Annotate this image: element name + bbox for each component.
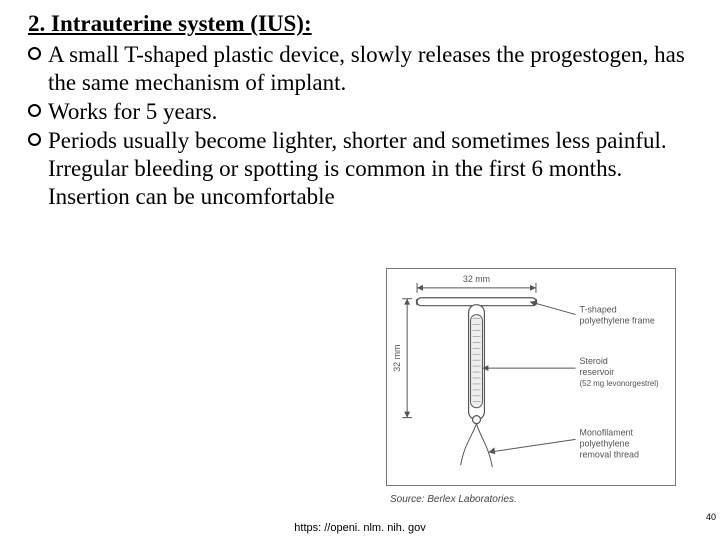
callout-frame-2: polyethylene frame [580,315,655,325]
bullet-text: Works for 5 years. [48,98,692,126]
callout-frame-1: T-shaped [580,305,617,315]
width-label: 32 mm [463,274,490,284]
bullet-icon [28,104,41,117]
source-url: https: //openi. nlm. nih. gov [0,522,720,534]
callout-thr-3: removal thread [580,449,639,459]
callout-res-1: Steroid [580,356,608,366]
slide-title: 2. Intrauterine system (IUS): [28,10,692,39]
bullet-icon [28,133,41,146]
ius-diagram: 32 mm 32 mm [386,268,676,486]
bullet-text: Periods usually become lighter, shorter … [48,127,692,211]
callout-res-2: reservoir [580,367,615,377]
height-label: 32 mm [392,345,402,372]
list-item: Periods usually become lighter, shorter … [28,127,692,211]
bullet-text: A small T-shaped plastic device, slowly … [48,41,692,97]
diagram-container: 32 mm 32 mm [386,268,676,505]
list-item: Works for 5 years. [28,98,692,126]
bullet-list: A small T-shaped plastic device, slowly … [28,41,692,211]
slide: 2. Intrauterine system (IUS): A small T-… [0,0,720,540]
list-item: A small T-shaped plastic device, slowly … [28,41,692,97]
callout-res-3: (52 mg levonorgestrel) [580,379,659,388]
slide-number: 40 [706,512,716,522]
callout-thr-1: Monofilament [580,427,634,437]
bullet-icon [28,47,41,60]
callout-thr-2: polyethylene [580,438,630,448]
diagram-source: Source: Berlex Laboratories. [386,491,676,505]
